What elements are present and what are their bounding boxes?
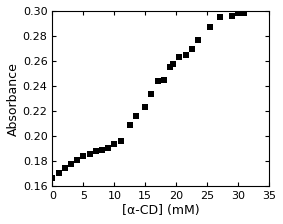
Point — [149, 92, 154, 95]
Point — [100, 148, 104, 152]
Point — [230, 14, 234, 18]
Point — [134, 114, 138, 118]
Point — [162, 78, 166, 82]
Point — [143, 106, 147, 109]
Point — [50, 176, 55, 179]
Point — [87, 152, 92, 156]
Point — [106, 146, 110, 149]
Point — [168, 66, 172, 69]
Point — [171, 62, 175, 65]
Point — [183, 53, 188, 57]
Point — [93, 150, 98, 153]
Point — [69, 162, 73, 166]
Point — [118, 140, 123, 143]
Point — [177, 56, 182, 59]
Point — [196, 38, 200, 42]
Point — [81, 155, 86, 158]
X-axis label: [α-CD] (mM): [α-CD] (mM) — [122, 204, 200, 217]
Point — [128, 123, 132, 127]
Point — [217, 15, 222, 19]
Point — [56, 171, 61, 174]
Point — [75, 158, 80, 162]
Point — [242, 12, 246, 15]
Y-axis label: Absorbance: Absorbance — [7, 62, 20, 136]
Point — [236, 12, 240, 15]
Point — [63, 166, 67, 169]
Point — [208, 26, 213, 29]
Point — [112, 142, 117, 146]
Point — [189, 47, 194, 50]
Point — [155, 79, 160, 83]
